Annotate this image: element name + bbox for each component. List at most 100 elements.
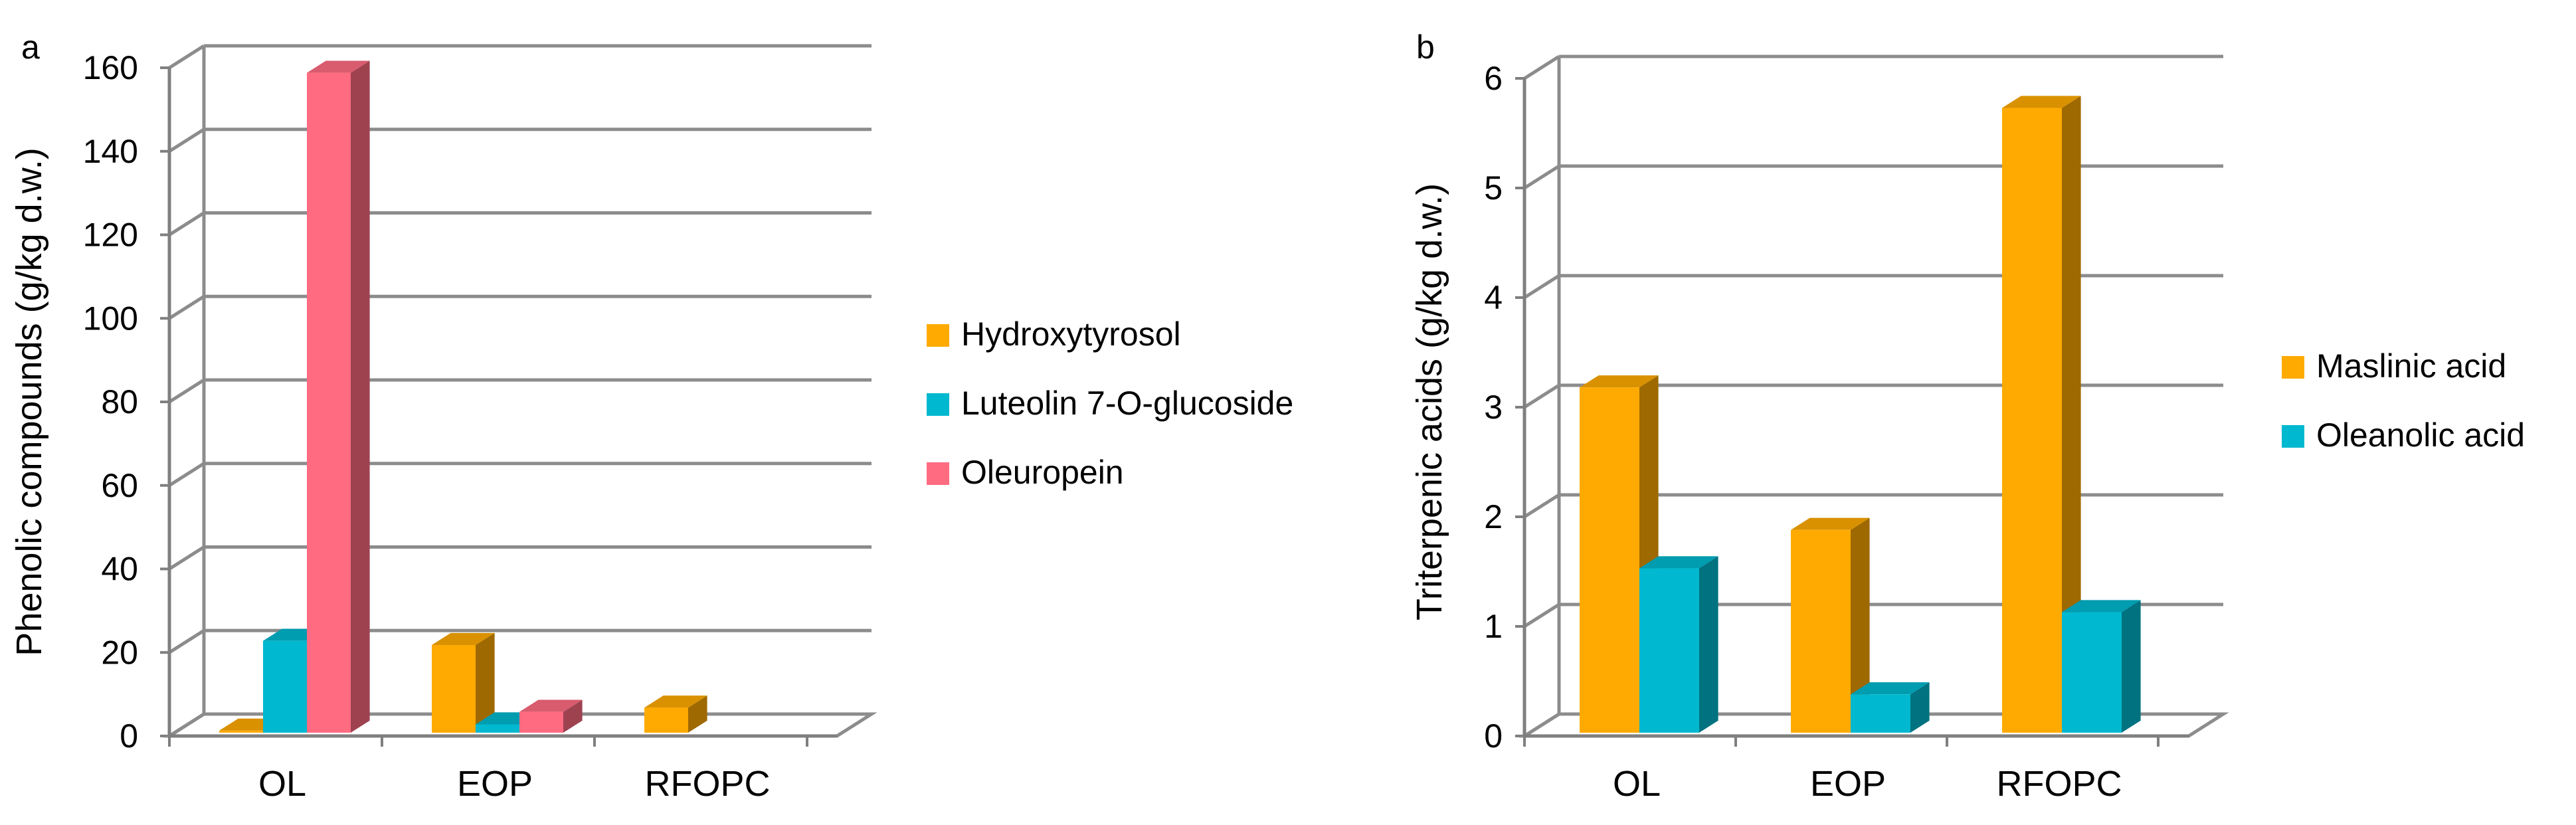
x-tick-label-rfopc: RFOPC [1997, 764, 2122, 804]
bar-hydroxytyrosol-eop [432, 632, 495, 733]
gridline-side [168, 629, 205, 654]
legend-b: Maslinic acid Oleanolic acid [2282, 347, 2525, 454]
bar-front [519, 711, 563, 733]
x-tick-label-eop: EOP [457, 764, 533, 804]
y-tick-label: 3 [1484, 389, 1503, 426]
legend-swatch [927, 462, 949, 485]
x-tick-label-rfopc: RFOPC [645, 764, 771, 804]
y-axis-label: Phenolic compounds (g/kg d.w.) [9, 147, 49, 656]
x-tick-label-eop: EOP [1810, 764, 1886, 804]
gridline-side [168, 295, 205, 320]
gridline-side [168, 378, 205, 404]
legend-item-luteolin-7-o-glucoside: Luteolin 7-O-glucoside [927, 385, 1293, 422]
bar-side [351, 60, 370, 733]
y-tick-label: 0 [1484, 717, 1503, 755]
legend-label: Oleanolic acid [2316, 416, 2525, 454]
bar-oleanolic-acid-eop [1851, 682, 1930, 733]
bar-front [432, 645, 476, 733]
bar-oleanolic-acid-rfopc [2062, 600, 2141, 733]
bar-front [1639, 568, 1699, 733]
legend-label: Hydroxytyrosol [961, 316, 1181, 353]
bar-top [1851, 682, 1930, 695]
gridline-side [1523, 602, 1560, 628]
legend-item-maslinic-acid: Maslinic acid [2282, 347, 2506, 385]
x-tick-label-ol: OL [258, 764, 306, 804]
y-tick-label: 5 [1484, 169, 1503, 207]
bar-front [263, 640, 307, 733]
bar-top [1639, 556, 1718, 569]
y-tick-label: 160 [83, 49, 138, 86]
bar-front [644, 707, 688, 733]
y-tick-label: 120 [83, 217, 138, 254]
legend-label: Maslinic acid [2316, 347, 2506, 385]
legend-item-oleuropein: Oleuropein [927, 454, 1124, 491]
bar-side [476, 632, 495, 733]
bar-front [1791, 529, 1851, 733]
bar-front [219, 730, 263, 733]
bar-top [432, 632, 495, 646]
bar-top [1580, 375, 1659, 388]
legend-swatch [927, 393, 949, 416]
bar-maslinic-acid-rfopc [2002, 96, 2081, 733]
gridline-side [168, 462, 205, 487]
bar-front [1851, 694, 1910, 733]
bar-side [1699, 556, 1718, 733]
legend-item-oleanolic-acid: Oleanolic acid [2282, 416, 2525, 454]
y-axis-label: Triterpenic acids (g/kg d.w.) [1410, 183, 1449, 620]
bar-oleanolic-acid-ol [1639, 556, 1718, 733]
bar-side [563, 699, 583, 733]
gridline-side [1523, 54, 1560, 80]
bar-side [1851, 517, 1870, 733]
bar-side [2122, 600, 2141, 733]
legend-item-hydroxytyrosol: Hydroxytyrosol [927, 316, 1181, 353]
y-tick-label: 40 [101, 551, 138, 588]
legend-swatch [927, 324, 949, 347]
bar-side [1910, 682, 1930, 733]
gridline-side [1523, 383, 1560, 409]
bar-hydroxytyrosol-rfopc [644, 695, 707, 733]
legend-label: Oleuropein [961, 454, 1124, 491]
y-tick-label: 0 [120, 717, 138, 755]
gridline-side [168, 44, 205, 70]
legend-a: Hydroxytyrosol Luteolin 7-O-glucoside Oleu… [927, 316, 1293, 491]
bar-top [519, 699, 583, 712]
bar-front [2002, 108, 2062, 733]
bar-top [1791, 517, 1870, 530]
bar-maslinic-acid-ol [1580, 375, 1659, 733]
bar-front [1580, 387, 1639, 733]
bar-top [2062, 600, 2141, 612]
bar-top [644, 695, 707, 708]
gridline-side [1523, 164, 1560, 190]
y-tick-label: 60 [101, 467, 138, 504]
legend-swatch [2282, 425, 2304, 448]
panel-label: a [21, 29, 40, 66]
y-tick-label: 2 [1484, 498, 1503, 535]
gridline-side [1523, 274, 1560, 300]
bar-front [2062, 612, 2122, 733]
x-tick-label-ol: OL [1613, 764, 1661, 804]
y-tick-label: 4 [1484, 279, 1503, 316]
bar-side [2062, 96, 2081, 733]
y-tick-label: 6 [1484, 60, 1503, 97]
gridline-side [168, 545, 205, 571]
panel-label: b [1416, 29, 1435, 66]
bar-oleuropein-ol [307, 60, 370, 733]
bar-front [476, 724, 519, 733]
gridline-side [168, 211, 205, 236]
y-tick-label: 100 [83, 300, 138, 337]
y-tick-label: 1 [1484, 608, 1503, 645]
bar-top [2002, 96, 2081, 108]
bar-oleuropein-eop [519, 699, 583, 733]
gridline-side [1523, 493, 1560, 519]
legend-swatch [2282, 356, 2304, 379]
y-tick-label: 20 [101, 634, 138, 671]
y-tick-label: 80 [101, 383, 138, 420]
bar-top [307, 60, 370, 73]
legend-label: Luteolin 7-O-glucoside [961, 385, 1293, 422]
y-tick-label: 140 [83, 133, 138, 170]
gridline-side [168, 128, 205, 153]
bar-front [307, 72, 351, 733]
bar-maslinic-acid-eop [1791, 517, 1870, 733]
